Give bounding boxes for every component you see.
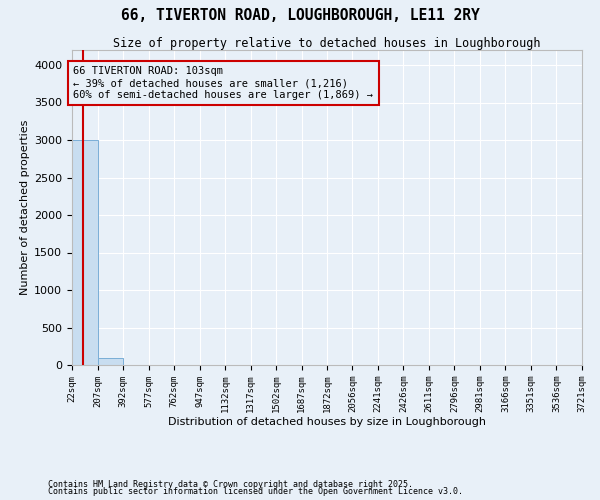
Text: 66 TIVERTON ROAD: 103sqm
← 39% of detached houses are smaller (1,216)
60% of sem: 66 TIVERTON ROAD: 103sqm ← 39% of detach… xyxy=(73,66,373,100)
X-axis label: Distribution of detached houses by size in Loughborough: Distribution of detached houses by size … xyxy=(168,416,486,426)
Text: Contains HM Land Registry data © Crown copyright and database right 2025.: Contains HM Land Registry data © Crown c… xyxy=(48,480,413,489)
Title: Size of property relative to detached houses in Loughborough: Size of property relative to detached ho… xyxy=(113,37,541,50)
Bar xyxy=(98,358,123,365)
Bar xyxy=(72,140,98,365)
Text: Contains public sector information licensed under the Open Government Licence v3: Contains public sector information licen… xyxy=(48,487,463,496)
Text: 66, TIVERTON ROAD, LOUGHBOROUGH, LE11 2RY: 66, TIVERTON ROAD, LOUGHBOROUGH, LE11 2R… xyxy=(121,8,479,22)
Y-axis label: Number of detached properties: Number of detached properties xyxy=(20,120,30,295)
